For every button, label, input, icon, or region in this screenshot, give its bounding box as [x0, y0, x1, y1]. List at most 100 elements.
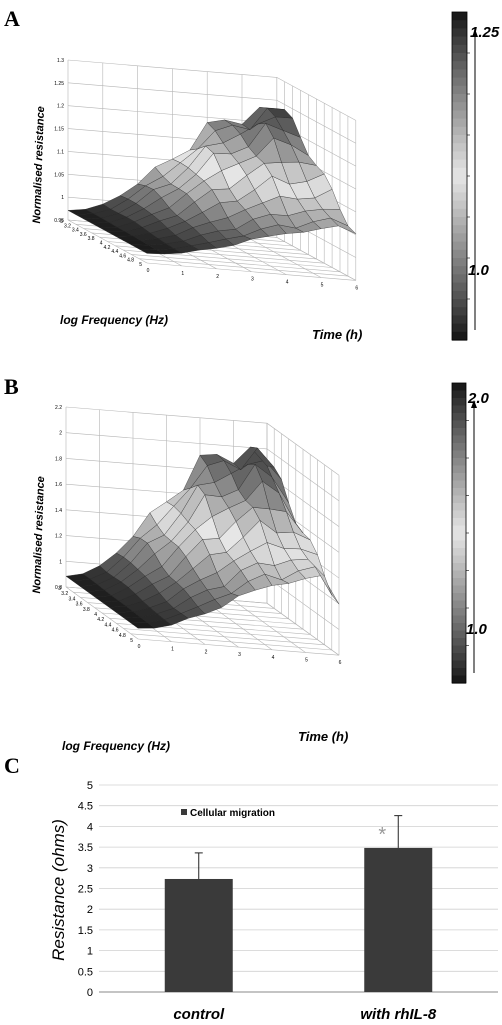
colorbar-step — [452, 208, 467, 218]
time-tick-label: 5 — [321, 283, 324, 289]
colorbar-step — [452, 233, 467, 243]
colorbar-step — [452, 495, 466, 504]
colorbar-step — [452, 110, 467, 120]
colorbar-step — [452, 420, 466, 429]
colorbar-step — [452, 102, 467, 111]
z-tick-label: 1.2 — [57, 104, 64, 110]
freq-tick-label: 5 — [130, 638, 133, 644]
x-category-label: with rhIL-8 — [360, 1006, 436, 1023]
colorbar-step — [452, 488, 466, 497]
colorbar-step — [452, 258, 467, 267]
z-tick-label: 2.2 — [55, 405, 62, 411]
colorbar-step — [452, 167, 467, 177]
colorbar-step — [452, 184, 467, 193]
x-axis-label: log Frequency (Hz) — [60, 313, 168, 327]
time-tick-label: 1 — [171, 647, 174, 653]
z-tick-label: 1 — [59, 559, 62, 565]
y-tick-label: 1 — [87, 946, 93, 958]
panel-c-bar-chart: Resistance (ohms) Cellular migration 0 0.… — [49, 780, 498, 1023]
colorbar-step — [452, 331, 467, 341]
colorbar-bottom-label: 1.0 — [468, 262, 490, 279]
y-axis-label: Time (h) — [298, 729, 348, 744]
colorbar-step — [452, 593, 466, 602]
colorbar-step — [452, 450, 466, 459]
z-tick-label: 1.25 — [54, 81, 64, 87]
colorbar-step — [452, 653, 466, 662]
colorbar-step — [452, 69, 467, 79]
z-tick-label: 0.8 — [55, 585, 62, 591]
colorbar-step — [452, 20, 467, 29]
colorbar-step — [452, 249, 467, 259]
freq-tick-label: 3.2 — [61, 591, 68, 597]
colorbar-step — [452, 299, 467, 308]
colorbar-arrowhead — [471, 400, 477, 408]
colorbar-step — [452, 323, 467, 333]
z-axis-label: Normalised resistance — [31, 476, 47, 594]
z-tick-label: 1.4 — [55, 508, 62, 514]
colorbar-step — [452, 600, 466, 609]
colorbar-step — [452, 53, 467, 62]
time-tick-label: 0 — [147, 268, 150, 274]
time-tick-label: 5 — [305, 658, 308, 664]
freq-tick-label: 3.8 — [83, 607, 90, 613]
colorbar-step — [452, 638, 466, 647]
colorbar-step — [452, 435, 466, 444]
colorbar-arrowhead — [472, 29, 478, 37]
freq-tick-label: 5 — [139, 262, 142, 268]
colorbar-step — [452, 473, 466, 482]
colorbar-step — [452, 398, 466, 407]
freq-tick-label: 4.2 — [97, 617, 104, 623]
colorbar-step — [452, 176, 467, 185]
y-tick-label: 5 — [87, 780, 93, 792]
colorbar-step — [452, 290, 467, 300]
z-tick-label: 1.6 — [55, 482, 62, 488]
colorbar-step — [452, 465, 466, 474]
colorbar-step — [452, 274, 467, 284]
colorbar-step — [452, 307, 467, 316]
freq-tick-label: 4.6 — [119, 253, 126, 259]
freq-tick-label: 4.8 — [119, 633, 126, 639]
panel-a-letter: A — [4, 6, 20, 31]
colorbar-step — [452, 428, 466, 437]
freq-tick-label: 3.6 — [80, 232, 87, 238]
y-tick-label: 3 — [87, 863, 93, 875]
colorbar-step — [452, 443, 466, 452]
colorbar-step — [452, 630, 466, 639]
colorbar-step — [452, 458, 466, 467]
colorbar-step — [452, 413, 466, 422]
colorbar-step — [452, 266, 467, 275]
surface — [65, 446, 340, 629]
colorbar-step — [452, 608, 466, 617]
z-tick-label: 1.3 — [57, 58, 64, 64]
freq-tick-label: 4 — [100, 241, 103, 247]
z-tick-label: 1.2 — [55, 534, 62, 540]
colorbar-top-label: 2.0 — [467, 390, 490, 407]
z-tick-label: 2 — [59, 431, 62, 437]
y-tick-label: 0 — [87, 987, 93, 999]
colorbar — [451, 382, 477, 684]
colorbar-step — [452, 585, 466, 594]
y-tick-label: 1.5 — [78, 925, 93, 937]
freq-tick-label: 4.2 — [103, 245, 110, 251]
colorbar-step — [452, 668, 466, 677]
colorbar-step — [452, 518, 466, 527]
colorbar-step — [452, 660, 466, 669]
z-tick-label: 1.8 — [55, 456, 62, 462]
time-tick-label: 3 — [238, 652, 241, 658]
freq-tick-label: 4.4 — [111, 249, 118, 255]
colorbar-step — [452, 12, 467, 21]
y-axis-label: Resistance (ohms) — [49, 819, 68, 961]
colorbar-step — [452, 28, 467, 38]
colorbar-step — [452, 94, 467, 103]
colorbar-step — [452, 241, 467, 251]
time-tick-label: 6 — [339, 660, 342, 666]
panel-a-surface-plot: Normalised resistance log Frequency (Hz)… — [31, 11, 500, 342]
colorbar-step — [452, 675, 466, 684]
freq-tick-label: 3.4 — [72, 228, 79, 234]
colorbar-step — [452, 510, 466, 519]
surface-face — [65, 573, 91, 582]
z-tick-label: 1 — [61, 195, 64, 201]
x-axis-label: log Frequency (Hz) — [62, 739, 170, 753]
x-category-label: control — [173, 1006, 225, 1023]
time-tick-label: 0 — [138, 644, 141, 650]
